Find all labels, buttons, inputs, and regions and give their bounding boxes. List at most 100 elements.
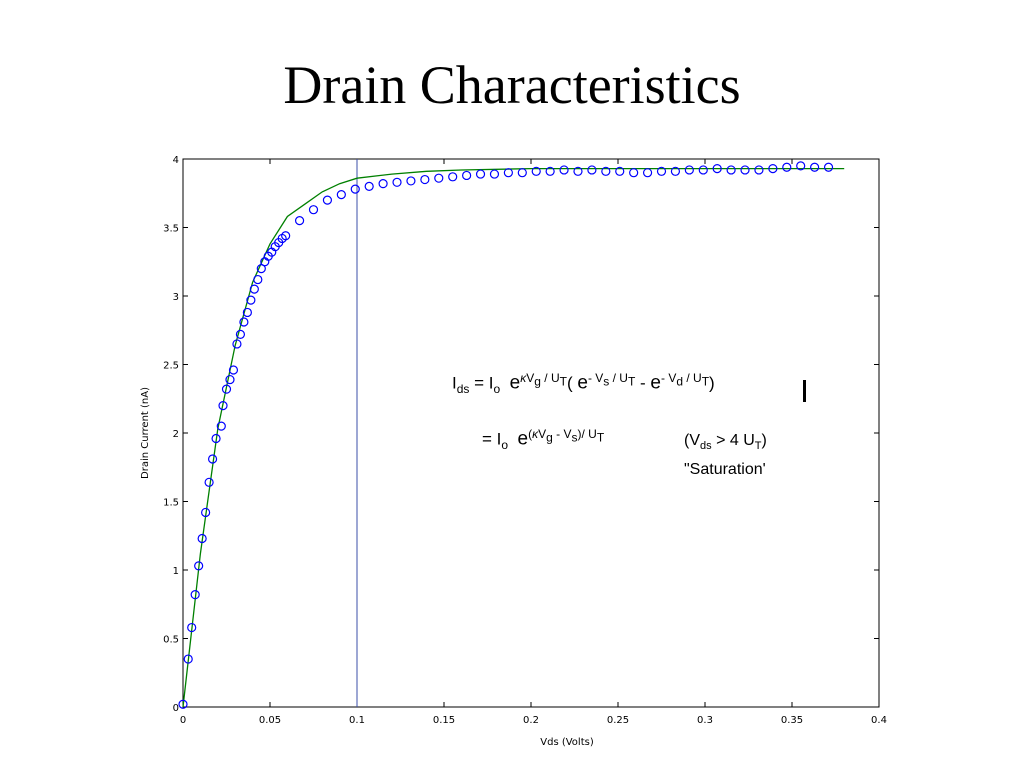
eq-kappa-1: κ bbox=[520, 371, 527, 385]
measured-point bbox=[531, 166, 541, 176]
measured-point bbox=[615, 166, 625, 176]
y-tick-label: 1.5 bbox=[163, 498, 179, 509]
eq-exp3-rest: / U bbox=[683, 371, 702, 385]
measured-point bbox=[253, 274, 263, 285]
cond-close: ) bbox=[761, 432, 767, 449]
eq-exp-base-1: e bbox=[509, 372, 521, 394]
eq2-exp-minus-v: - V bbox=[552, 427, 572, 441]
y-axis-label: Drain Current (nA) bbox=[140, 387, 151, 479]
model-curve bbox=[182, 167, 845, 708]
saturation-label: "Saturation' bbox=[684, 461, 766, 478]
measured-point bbox=[242, 307, 252, 318]
measured-point bbox=[218, 401, 228, 411]
measured-point bbox=[281, 231, 291, 241]
plot-area bbox=[182, 158, 880, 708]
eq2-exp-t: T bbox=[596, 430, 605, 445]
measured-point bbox=[489, 169, 500, 179]
measured-point bbox=[190, 590, 200, 600]
model-curve-group bbox=[182, 167, 845, 708]
y-tick-label: 0.5 bbox=[163, 635, 179, 646]
eq2-kappa: κ bbox=[532, 427, 539, 441]
measured-point bbox=[545, 166, 555, 176]
eq-exp-base-2: e bbox=[577, 372, 588, 394]
measured-point bbox=[235, 329, 246, 339]
eq-exp1-v: V bbox=[526, 371, 535, 385]
measured-point bbox=[448, 172, 458, 182]
eq-exp2-t: T bbox=[627, 374, 636, 389]
eq-exp3-t: T bbox=[701, 374, 710, 389]
measured-point bbox=[559, 165, 569, 175]
eq-current-symbol: I bbox=[452, 373, 457, 393]
measured-point bbox=[712, 163, 722, 174]
measured-point bbox=[670, 166, 681, 176]
measured-point bbox=[796, 161, 806, 171]
eq-ds-subscript: ds bbox=[456, 382, 470, 397]
eq2-exp-open: ( bbox=[528, 427, 533, 441]
measured-point bbox=[810, 162, 820, 172]
slide-title: Drain Characteristics bbox=[283, 55, 741, 115]
eq-minus: - bbox=[635, 373, 651, 393]
eq-equals-io: = I bbox=[469, 373, 494, 393]
measured-point bbox=[336, 190, 346, 200]
measured-point bbox=[378, 179, 388, 189]
x-tick-label: 0.4 bbox=[871, 715, 887, 726]
measured-point bbox=[194, 561, 204, 571]
measured-point bbox=[782, 162, 792, 172]
eq-exp2-vs: - V bbox=[587, 371, 604, 385]
eq2-o-subscript: o bbox=[501, 438, 509, 453]
x-tick-label: 0 bbox=[180, 715, 186, 726]
measured-point bbox=[656, 166, 667, 176]
measured-point bbox=[462, 170, 472, 181]
measured-point bbox=[239, 317, 249, 327]
eq2-exp-s: s bbox=[571, 430, 578, 445]
x-tick-label: 0.05 bbox=[259, 715, 281, 726]
measured-markers-group bbox=[178, 161, 834, 709]
measured-point bbox=[197, 533, 207, 544]
measured-point bbox=[754, 165, 764, 175]
measured-point bbox=[392, 177, 402, 187]
measured-point bbox=[517, 168, 527, 178]
measured-point bbox=[201, 507, 211, 518]
x-tick-label: 0.25 bbox=[607, 715, 629, 726]
eq-paren-close: ) bbox=[709, 373, 715, 393]
measured-point bbox=[601, 166, 611, 176]
measured-point bbox=[183, 654, 193, 664]
eq2-equals-io: = I bbox=[482, 429, 502, 449]
eq2-exp-g: g bbox=[546, 430, 553, 445]
y-tick-label: 2.5 bbox=[163, 361, 179, 372]
x-tick-label: 0.35 bbox=[781, 715, 803, 726]
measured-point bbox=[726, 165, 736, 175]
measured-point bbox=[216, 421, 226, 431]
text-cursor bbox=[803, 380, 806, 402]
measured-point bbox=[178, 699, 188, 709]
y-tick-label: 3.5 bbox=[163, 224, 179, 235]
cond-t-subscript: T bbox=[754, 440, 762, 453]
eq2-exp-base: e bbox=[517, 428, 529, 450]
measured-point bbox=[573, 166, 583, 176]
measured-point bbox=[228, 365, 239, 375]
eq-paren-open: ( bbox=[566, 373, 573, 393]
measured-point bbox=[420, 174, 430, 185]
y-tick-label: 0 bbox=[173, 703, 179, 714]
eq-exp3-vd: - V bbox=[661, 371, 677, 385]
measured-point bbox=[642, 168, 653, 178]
eq-o-subscript: o bbox=[493, 382, 501, 397]
measured-point bbox=[187, 622, 197, 633]
measured-point bbox=[434, 173, 444, 183]
x-tick-label: 0.15 bbox=[433, 715, 455, 726]
saturation-condition: (Vds > 4 UT) bbox=[684, 432, 767, 452]
y-tick-label: 3 bbox=[173, 292, 179, 303]
eq-exp1-rest: / U bbox=[540, 371, 560, 385]
eq2-exp-close: )/ U bbox=[577, 427, 597, 441]
cond-ds-subscript: ds bbox=[700, 440, 712, 453]
y-axis-ticks: 0 0.5 1 1.5 2 2.5 3 3.5 4 bbox=[163, 155, 879, 714]
measured-point bbox=[823, 162, 834, 172]
measured-point bbox=[221, 384, 232, 394]
equation-line-1: Ids = Io eκVg / UT( e- Vs / UT - e- Vd /… bbox=[452, 372, 715, 395]
measured-point bbox=[207, 454, 218, 464]
eq-exp1-g: g bbox=[534, 374, 541, 389]
y-tick-label: 4 bbox=[173, 155, 179, 166]
measured-point bbox=[350, 184, 360, 194]
measured-point bbox=[204, 477, 214, 487]
